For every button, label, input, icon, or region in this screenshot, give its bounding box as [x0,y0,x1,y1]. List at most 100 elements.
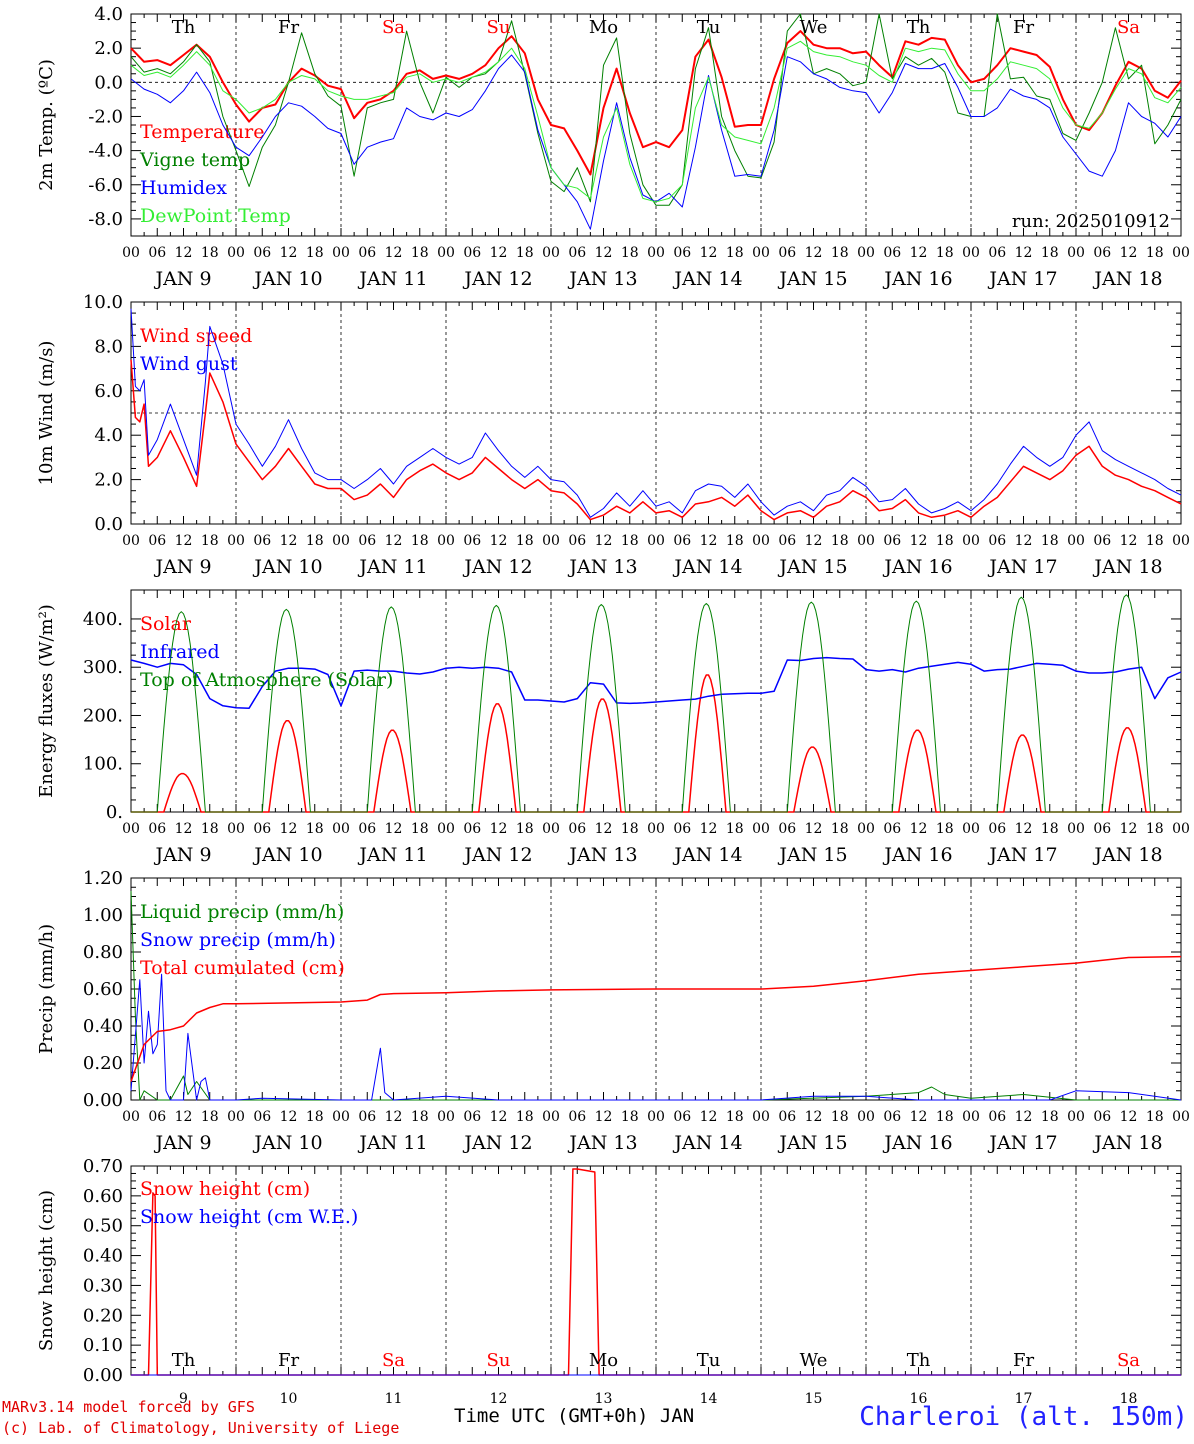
date-label: JAN 18 [1092,556,1162,578]
hour-tick-label: 00 [1172,533,1190,549]
weekday-label: Tu [697,17,721,38]
hour-tick-label: 12 [1015,533,1033,549]
hour-tick-label: 18 [936,533,954,549]
hour-tick-label: 12 [1120,821,1138,837]
date-label: JAN 12 [462,556,532,578]
series-line-total-cumulated-cm [130,955,1182,1082]
hour-tick-label: 12 [280,821,298,837]
date-label: JAN 15 [777,1132,847,1154]
date-label: JAN 15 [777,556,847,578]
hour-tick-label: 12 [385,821,403,837]
hour-tick-label: 00 [122,1109,140,1125]
weekday-label: We [800,17,828,38]
legend-entry: Humidex [140,177,227,199]
legend-entry: Vigne temp [139,149,250,171]
date-label: JAN 9 [153,556,211,578]
hour-tick-label: 18 [306,1109,324,1125]
hour-tick-label: 12 [490,1109,508,1125]
y-axis-label: 2m Temp. (ºC) [36,59,57,191]
hour-tick-label: 12 [490,533,508,549]
date-label: JAN 10 [252,1132,322,1154]
y-tick-label: 6.0 [94,381,123,402]
date-label: JAN 17 [987,844,1057,866]
hour-tick-label: 12 [1015,245,1033,261]
hour-tick-label: 12 [700,1109,718,1125]
weekday-label: Mo [589,17,618,38]
hour-tick-label: 00 [647,1109,665,1125]
weekday-label: Mo [589,1350,618,1371]
date-label: JAN 10 [252,844,322,866]
hour-tick-label: 18 [306,245,324,261]
y-tick-label: 200. [83,705,123,726]
hour-tick-label: 12 [175,245,193,261]
date-label: JAN 18 [1092,268,1162,290]
hour-tick-label: 00 [542,245,560,261]
y-tick-label: 4.0 [94,425,123,446]
y-tick-label: 0.60 [83,979,123,1000]
hour-tick-label: 06 [253,1109,271,1125]
date-label: JAN 13 [567,556,637,578]
y-tick-label: -2.0 [88,106,123,127]
hour-tick-label: 06 [1093,1109,1111,1125]
y-tick-label: 1.00 [83,905,123,926]
weekday-label: Sa [382,17,405,38]
series-line-wind-speed [130,359,1182,521]
weekday-label: Sa [382,1350,405,1371]
hour-tick-label: 00 [122,533,140,549]
y-tick-label: 0.50 [83,1216,123,1237]
hour-tick-label: 12 [1015,821,1033,837]
date-label: JAN 12 [462,1132,532,1154]
hour-tick-label: 12 [805,1109,823,1125]
legend-entry: Temperature [140,121,264,143]
hour-tick-label: 06 [778,533,796,549]
hour-tick-label: 12 [595,1109,613,1125]
hour-tick-label: 18 [306,533,324,549]
y-tick-label: -4.0 [88,141,123,162]
hour-tick-label: 06 [358,245,376,261]
hour-tick-label: 18 [516,1109,534,1125]
hour-tick-label: 12 [595,533,613,549]
y-tick-label: 0.20 [83,1053,123,1074]
hour-tick-label: 12 [1120,245,1138,261]
weekday-label: We [800,1350,828,1371]
y-axis-label: Energy fluxes (W/m²) [36,604,57,798]
legend-entry: Snow height (cm) [140,1178,310,1200]
hour-tick-label: 12 [280,245,298,261]
date-label: JAN 14 [672,844,742,866]
hour-tick-label: 00 [752,821,770,837]
day-number-label: 13 [595,1391,613,1407]
hour-tick-label: 06 [568,245,586,261]
y-tick-label: 100. [83,754,123,775]
y-tick-label: 0.20 [83,1305,123,1326]
date-label: JAN 11 [357,844,427,866]
hour-tick-label: 18 [831,245,849,261]
y-tick-label: 0. [106,802,123,823]
hour-tick-label: 06 [568,1109,586,1125]
hour-tick-label: 18 [726,533,744,549]
hour-tick-label: 06 [778,1109,796,1125]
y-tick-label: 2.0 [94,38,123,59]
hour-tick-label: 18 [201,533,219,549]
legend-entry: Snow height (cm W.E.) [140,1206,358,1228]
hour-tick-label: 18 [1041,533,1059,549]
hour-tick-label: 00 [1067,245,1085,261]
y-tick-label: 300. [83,657,123,678]
day-number-label: 9 [179,1391,188,1407]
hour-tick-label: 18 [621,1109,639,1125]
hour-tick-label: 18 [411,821,429,837]
hour-tick-label: 12 [910,245,928,261]
hour-tick-label: 12 [910,533,928,549]
series-line-top-of-atmosphere-solar [131,594,1181,813]
date-label: JAN 9 [153,268,211,290]
hour-tick-label: 00 [857,1109,875,1125]
hour-tick-label: 06 [988,245,1006,261]
series-line-vigne-temp [130,13,1182,206]
y-axis-label: 10m Wind (m/s) [36,341,57,486]
date-label: JAN 16 [882,556,952,578]
hour-tick-label: 00 [857,821,875,837]
hour-tick-label: 18 [831,1109,849,1125]
hour-tick-label: 06 [1093,245,1111,261]
hour-tick-label: 12 [805,821,823,837]
day-number-label: 18 [1120,1391,1138,1407]
weekday-label: Su [487,1350,511,1371]
